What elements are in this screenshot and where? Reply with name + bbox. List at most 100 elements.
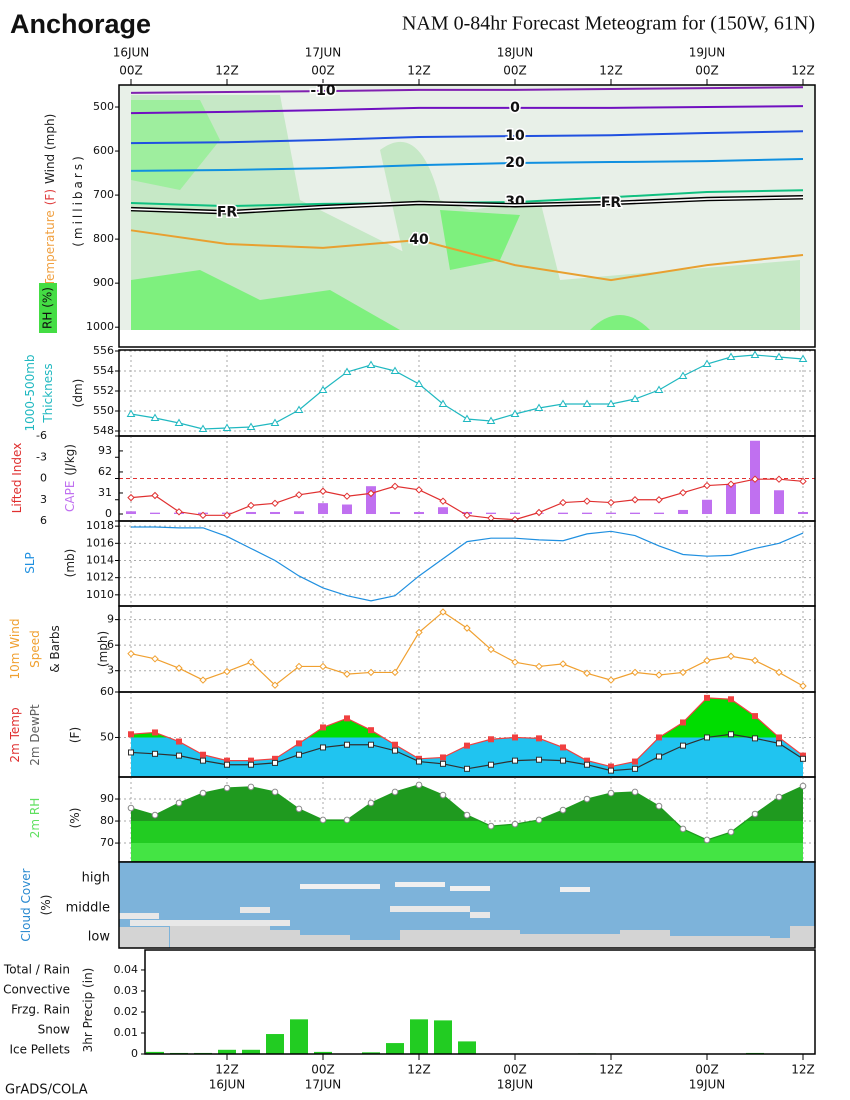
marker bbox=[390, 366, 400, 374]
marker bbox=[222, 423, 232, 431]
axis-label-part: Wind (mph) bbox=[43, 114, 57, 184]
marker bbox=[727, 480, 735, 488]
marker bbox=[320, 744, 326, 751]
marker bbox=[751, 656, 759, 665]
axis-label-part: (dm) bbox=[71, 379, 85, 408]
cloud-high bbox=[300, 884, 380, 889]
date-label: 19JUN bbox=[689, 1078, 726, 1092]
marker bbox=[704, 734, 710, 741]
bar bbox=[218, 1049, 236, 1054]
axis-label: (mph) bbox=[96, 631, 110, 667]
axis-label-part: (millibars) bbox=[71, 153, 85, 247]
marker bbox=[703, 656, 711, 665]
marker bbox=[535, 508, 543, 517]
marker bbox=[632, 765, 638, 772]
marker bbox=[296, 751, 302, 758]
panel-frame bbox=[144, 949, 816, 1055]
y2-tick-label: 0 bbox=[105, 507, 112, 520]
rh-area bbox=[131, 270, 400, 330]
bar bbox=[510, 512, 520, 515]
y-tick-label: 1010 bbox=[86, 588, 114, 601]
axis-label: Temperature (F) Wind (mph) bbox=[43, 114, 57, 288]
y-tick-label: 900 bbox=[93, 276, 114, 289]
marker bbox=[536, 735, 542, 742]
axis-label: SLP bbox=[23, 552, 37, 574]
marker bbox=[343, 670, 351, 678]
cloud-low bbox=[790, 926, 815, 948]
marker bbox=[416, 758, 422, 765]
marker bbox=[464, 765, 470, 772]
marker bbox=[680, 742, 686, 749]
bar bbox=[630, 512, 640, 515]
isotherm-label: 20 bbox=[505, 155, 525, 171]
cloud-low bbox=[400, 930, 520, 948]
cloud-low bbox=[670, 936, 770, 948]
marker bbox=[535, 816, 543, 824]
x-tick-label: 00Z bbox=[503, 1063, 527, 1077]
isotherm bbox=[130, 86, 804, 94]
axis-label-part: Speed bbox=[28, 630, 42, 668]
marker bbox=[584, 761, 590, 768]
marker bbox=[512, 734, 518, 741]
axis-label: (%) bbox=[39, 895, 53, 916]
y-tick-label: 0.04 bbox=[114, 963, 139, 976]
marker bbox=[510, 409, 520, 417]
legend-entry: Convective bbox=[3, 983, 70, 997]
marker bbox=[655, 802, 663, 810]
marker bbox=[151, 491, 159, 500]
axis-label-part: & Barbs bbox=[48, 625, 62, 673]
y-tick-label: -3 bbox=[36, 450, 47, 463]
y-tick-label: 800 bbox=[93, 232, 114, 245]
cloud-middle bbox=[119, 913, 159, 919]
marker bbox=[294, 405, 304, 413]
x-tick-label: 12Z bbox=[791, 1063, 815, 1077]
freezing-line-inner bbox=[130, 196, 804, 214]
credit: GrADS/COLA bbox=[5, 1083, 88, 1098]
marker bbox=[751, 810, 759, 818]
marker bbox=[728, 731, 734, 738]
axis-label: Cloud Cover bbox=[19, 868, 33, 941]
y-tick-label: -6 bbox=[36, 429, 47, 442]
marker bbox=[319, 816, 327, 824]
x-tick-label: 12Z bbox=[215, 64, 239, 78]
axis-label-part: 2m DewPt bbox=[28, 704, 42, 766]
marker bbox=[656, 734, 662, 741]
date-label: 18JUN bbox=[497, 1078, 534, 1092]
marker bbox=[512, 757, 518, 764]
x-tick-label: 12Z bbox=[407, 1063, 431, 1077]
marker bbox=[319, 662, 327, 671]
marker bbox=[439, 608, 447, 616]
legend-entry: Total / Rain bbox=[3, 963, 70, 977]
x-tick-label: 12Z bbox=[407, 64, 431, 78]
page-title: Anchorage bbox=[10, 9, 151, 39]
y-tick-label: 3 bbox=[107, 664, 114, 677]
marker bbox=[440, 760, 446, 767]
rh-shading bbox=[119, 85, 815, 347]
marker bbox=[632, 758, 638, 765]
marker bbox=[127, 804, 135, 812]
marker bbox=[271, 788, 279, 796]
series-line bbox=[131, 526, 804, 602]
isotherm bbox=[130, 105, 804, 115]
axis-label-part: Lifted Index bbox=[10, 443, 24, 514]
marker bbox=[703, 836, 711, 844]
marker bbox=[559, 660, 567, 668]
axis-label-part: SLP bbox=[23, 552, 37, 574]
axis-label-part: 1000-500mb bbox=[23, 354, 37, 431]
marker bbox=[175, 508, 183, 516]
marker bbox=[606, 399, 616, 407]
marker bbox=[511, 658, 519, 666]
marker bbox=[128, 749, 134, 756]
marker bbox=[656, 753, 662, 760]
marker bbox=[750, 350, 760, 358]
bar bbox=[270, 511, 280, 515]
marker bbox=[152, 729, 158, 736]
axis-label: Speed bbox=[28, 630, 42, 668]
marker bbox=[392, 741, 398, 748]
marker bbox=[631, 496, 639, 504]
isotherm-label: 40 bbox=[409, 232, 429, 248]
marker bbox=[175, 664, 183, 672]
marker bbox=[248, 761, 254, 768]
cloud-middle bbox=[470, 912, 490, 918]
marker bbox=[464, 742, 470, 749]
